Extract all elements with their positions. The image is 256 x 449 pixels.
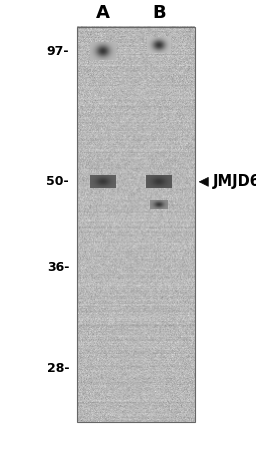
Text: A: A	[95, 4, 109, 22]
Bar	[77, 27, 195, 422]
Text: 28-: 28-	[47, 362, 69, 374]
Text: 36-: 36-	[47, 261, 69, 273]
Text: JMJD6: JMJD6	[212, 174, 256, 189]
Text: 50-: 50-	[47, 176, 69, 188]
Text: 97-: 97-	[47, 45, 69, 58]
Text: B: B	[152, 4, 166, 22]
